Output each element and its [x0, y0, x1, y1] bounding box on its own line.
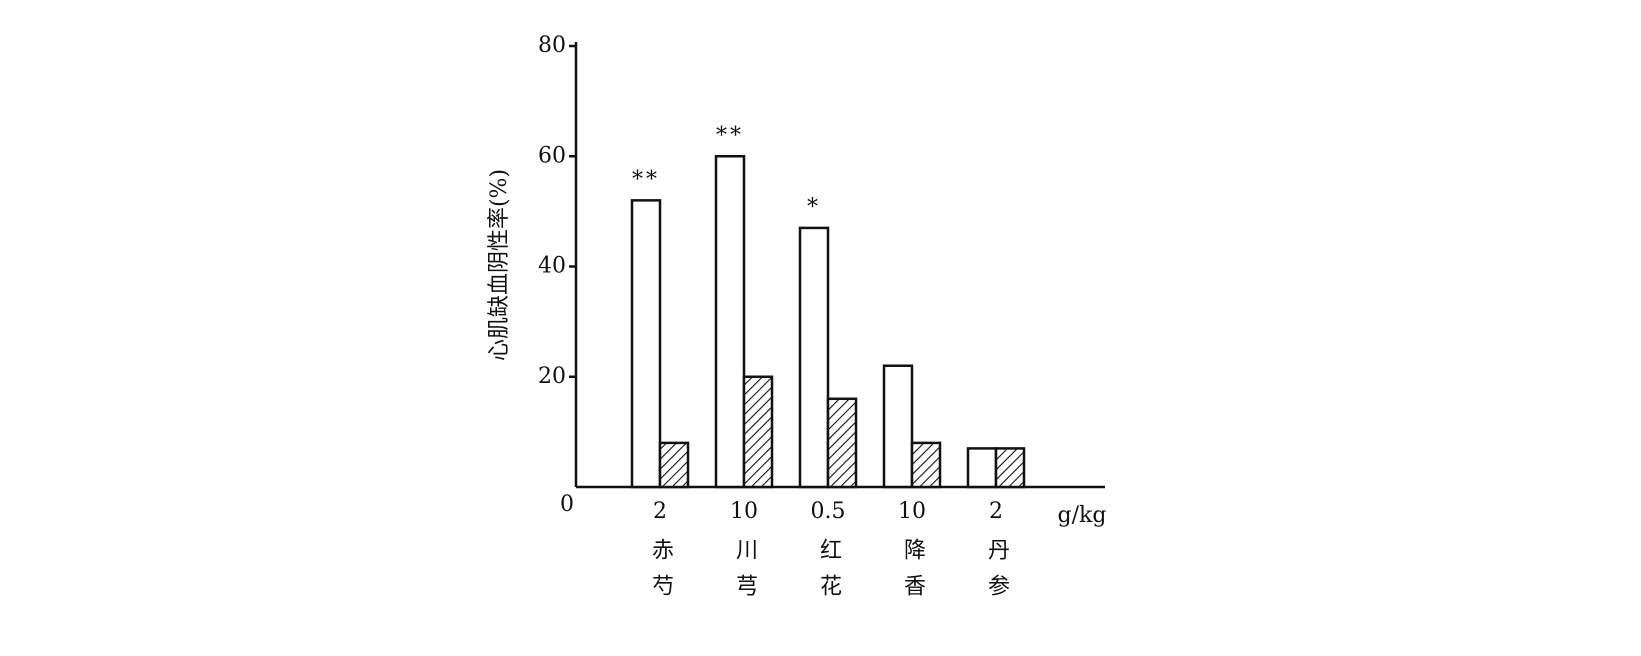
y-tick-label: 20 [538, 364, 566, 389]
bar [994, 447, 1026, 489]
herb-label: 降香 [900, 538, 926, 610]
x-tick-label: 10 [898, 499, 926, 524]
herb-label: 赤芍 [648, 538, 674, 610]
x-tick-label: 2 [989, 499, 1003, 524]
herb-label: 丹参 [984, 538, 1010, 610]
bar [630, 199, 662, 489]
x-tick-label: 2 [653, 499, 667, 524]
y-tick-label: 80 [538, 33, 566, 58]
y-axis-label: 心肌缺血阴性率(%) [487, 169, 512, 361]
y-tick-label: 40 [538, 254, 566, 279]
bar [910, 441, 942, 489]
bar [826, 397, 858, 489]
bar [714, 155, 746, 489]
bar [966, 447, 998, 489]
bar [742, 375, 774, 489]
bar [658, 441, 690, 489]
herb-label: 红花 [816, 538, 842, 610]
significance-mark: ** [632, 167, 660, 192]
bar [882, 364, 914, 489]
x-unit-label: g/kg [1058, 503, 1107, 528]
significance-mark: * [807, 195, 821, 220]
bar [798, 226, 830, 489]
y-tick-label: 0 [560, 492, 574, 517]
y-tick-label: 60 [538, 143, 566, 168]
x-tick-label: 10 [730, 499, 758, 524]
x-tick-label: 0.5 [811, 499, 846, 524]
herb-label: 川芎 [732, 538, 758, 610]
significance-mark: ** [716, 123, 744, 148]
